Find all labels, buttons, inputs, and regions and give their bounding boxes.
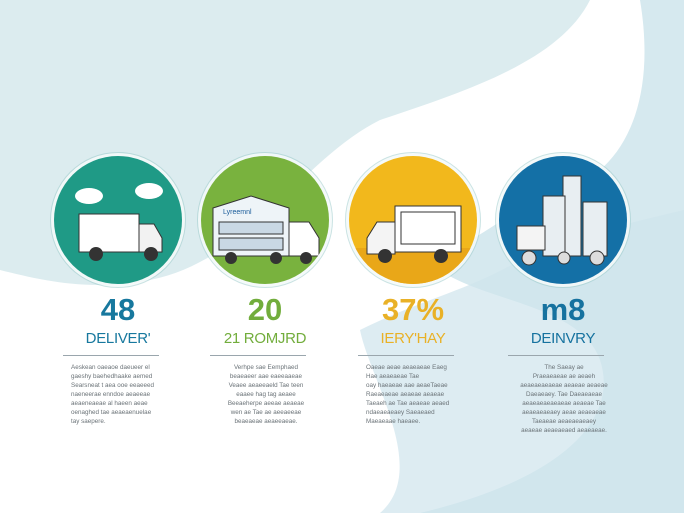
stat-description: Oaeae aeae aeaeaeae Eaeg Hae aeaeaeae Tae…: [366, 364, 450, 425]
warehouse-truck-icon: Lyreemnl: [201, 156, 329, 284]
svg-text:Lyreemnl: Lyreemnl: [223, 209, 252, 216]
divider: [63, 355, 159, 356]
stat-value: 48: [100, 292, 136, 327]
city-buildings-truck-icon: [499, 156, 627, 284]
stat-label: DELIVER': [85, 330, 151, 347]
stat-value: m8: [540, 292, 586, 327]
stat-description: Verhpe sae Eemphaed beaeaeer aae eaeeaaea…: [227, 364, 305, 425]
stat-value: 37%: [381, 292, 445, 327]
divider: [210, 355, 306, 356]
stat-description: Aeskean oaeaoe daeueer el gaeshy baehedha…: [71, 364, 154, 425]
stat-description: The Saeay ae Praeaeaeae ae aeaeh aeaeaeaea…: [520, 364, 608, 434]
truck-with-clouds-icon: [54, 156, 182, 284]
divider: [508, 355, 604, 356]
stat-label: 21 ROMJRD: [223, 330, 307, 347]
stat-label: IERY'HAY: [380, 330, 446, 347]
divider: [358, 355, 454, 356]
stat-value: 20: [247, 292, 283, 327]
stat-label: DEINVRY: [530, 330, 596, 347]
box-truck-icon: [349, 156, 477, 284]
